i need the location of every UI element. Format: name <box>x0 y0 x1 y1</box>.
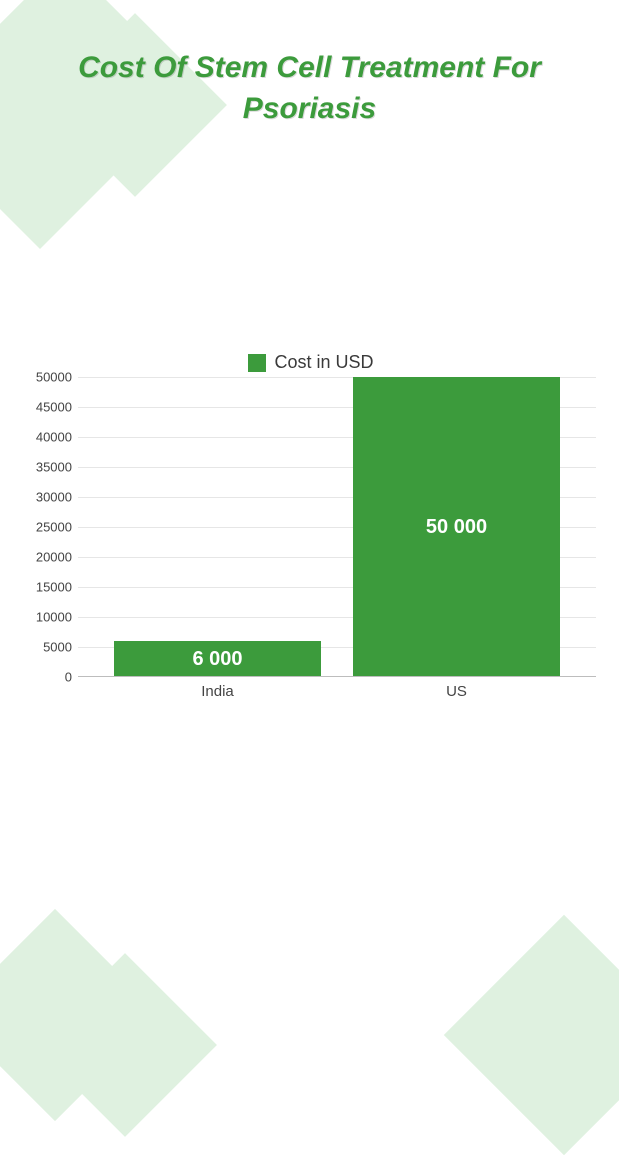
y-tick-label: 10000 <box>26 610 72 625</box>
bar-column: 6 000 <box>108 377 328 677</box>
y-tick-label: 50000 <box>26 370 72 385</box>
x-axis-labels: India US <box>78 677 596 700</box>
y-tick-label: 15000 <box>26 580 72 595</box>
legend-label: Cost in USD <box>274 352 373 373</box>
y-tick-label: 25000 <box>26 520 72 535</box>
bar-chart: Cost in USD 0500010000150002000025000300… <box>26 352 596 700</box>
decoration-bottom-right <box>439 910 619 1150</box>
x-axis-line <box>78 676 596 677</box>
x-tick-label: India <box>108 683 328 700</box>
y-tick-label: 0 <box>26 670 72 685</box>
bars-container: 6 000 50 000 <box>78 377 596 677</box>
y-tick-label: 20000 <box>26 550 72 565</box>
y-tick-label: 35000 <box>26 460 72 475</box>
bar-column: 50 000 <box>347 377 567 677</box>
legend-swatch <box>248 354 266 372</box>
y-tick-label: 30000 <box>26 490 72 505</box>
bar-value-label: 50 000 <box>426 516 487 539</box>
chart-legend: Cost in USD <box>26 352 596 373</box>
page-title: Cost Of Stem Cell Treatment For Psoriasi… <box>0 48 619 129</box>
y-tick-label: 5000 <box>26 640 72 655</box>
y-axis: 0500010000150002000025000300003500040000… <box>26 377 78 677</box>
y-tick-label: 40000 <box>26 430 72 445</box>
y-tick-label: 45000 <box>26 400 72 415</box>
bar-value-label: 6 000 <box>192 648 242 671</box>
decoration-bottom-left <box>0 880 230 1140</box>
bar: 6 000 <box>114 641 321 677</box>
x-tick-label: US <box>347 683 567 700</box>
bar: 50 000 <box>353 377 560 677</box>
plot-area: 0500010000150002000025000300003500040000… <box>78 377 596 677</box>
